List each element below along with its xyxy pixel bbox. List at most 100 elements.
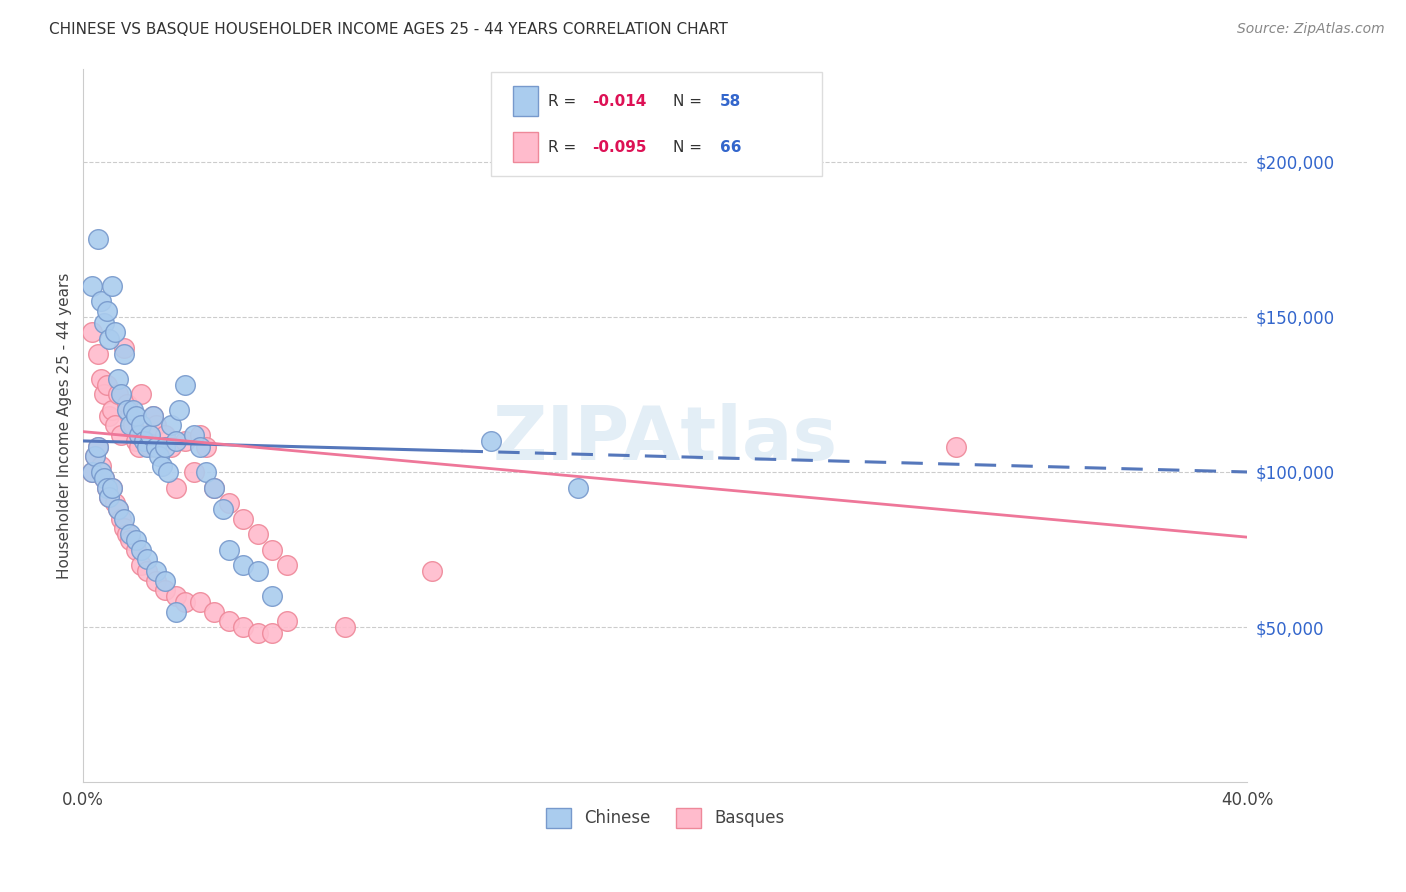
Point [84,450,107,464]
Point [84,450,107,464]
Point [101,278,124,293]
Point [118,409,141,424]
Point [101,403,124,417]
Point [422,564,444,578]
Point [118,418,141,433]
Text: ZIPAtlas: ZIPAtlas [492,403,838,476]
Point [218,542,240,557]
Point [110,387,132,401]
Point [276,558,298,573]
Point [165,434,187,448]
Point [188,440,211,454]
Point [80,278,103,293]
Point [188,427,211,442]
Point [124,434,146,448]
Point [159,418,181,433]
Point [153,582,176,597]
Point [87,440,110,454]
Point [145,440,167,454]
Point [165,605,187,619]
Text: N =: N = [673,140,707,155]
Point [153,440,176,454]
Point [169,403,191,417]
Point [80,326,103,340]
Point [232,511,254,525]
Point [107,387,129,401]
Point [218,614,240,628]
Point [115,527,138,541]
Point [165,481,187,495]
Point [98,490,121,504]
Point [128,440,150,454]
Point [87,347,110,361]
Point [479,434,502,448]
Legend: Chinese, Basques: Chinese, Basques [540,801,792,835]
Point [87,232,110,246]
Point [131,542,153,557]
Point [96,481,118,495]
Point [276,614,298,628]
Text: CHINESE VS BASQUE HOUSEHOLDER INCOME AGES 25 - 44 YEARS CORRELATION CHART: CHINESE VS BASQUE HOUSEHOLDER INCOME AGE… [49,22,728,37]
Point [194,440,217,454]
Point [118,533,141,548]
Point [335,620,357,634]
Point [90,294,112,309]
Text: R =: R = [548,140,581,155]
Point [115,397,138,411]
Point [124,533,146,548]
Point [121,418,143,433]
Point [115,403,138,417]
Text: Source: ZipAtlas.com: Source: ZipAtlas.com [1237,22,1385,37]
Point [174,378,197,392]
Point [232,620,254,634]
Point [153,427,176,442]
Point [96,481,118,495]
Point [148,450,170,464]
Point [188,595,211,609]
Point [246,527,269,541]
Point [98,409,121,424]
Point [183,465,205,479]
Point [246,626,269,640]
Text: -0.095: -0.095 [592,140,647,155]
Point [112,511,135,525]
Point [107,502,129,516]
Point [142,409,165,424]
Point [128,427,150,442]
Point [165,589,187,603]
Point [202,481,225,495]
Point [87,440,110,454]
Point [139,440,162,454]
Point [139,427,162,442]
Point [153,574,176,588]
Point [93,316,115,330]
Point [107,372,129,386]
Point [107,502,129,516]
Point [96,378,118,392]
Point [136,440,159,454]
Point [262,589,284,603]
Text: R =: R = [548,94,581,109]
Point [121,403,143,417]
Point [93,387,115,401]
Point [112,347,135,361]
Point [112,341,135,355]
Point [567,481,589,495]
Point [202,481,225,495]
Point [98,332,121,346]
Point [80,465,103,479]
Point [145,418,167,433]
Point [945,440,967,454]
Text: -0.014: -0.014 [592,94,647,109]
Point [131,558,153,573]
Bar [513,132,538,162]
Point [98,490,121,504]
Point [112,521,135,535]
Point [218,496,240,510]
Point [174,595,197,609]
Point [124,542,146,557]
Point [110,427,132,442]
Point [145,574,167,588]
Point [104,496,127,510]
Point [183,427,205,442]
